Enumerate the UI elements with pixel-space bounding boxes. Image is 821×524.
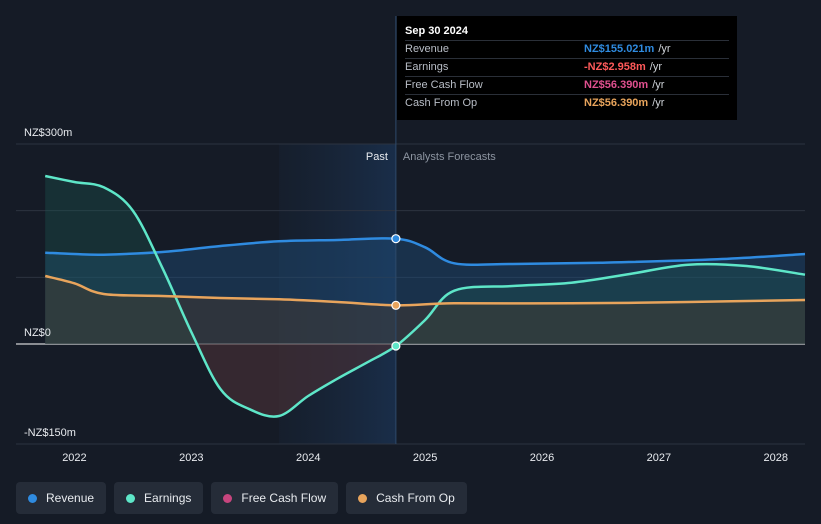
legend-item-cash-from-op[interactable]: Cash From Op (346, 482, 467, 514)
tooltip-value: NZ$155.021m (584, 43, 655, 55)
forecast-label: Analysts Forecasts (403, 151, 496, 163)
legend-label: Cash From Op (376, 491, 455, 505)
legend: Revenue Earnings Free Cash Flow Cash Fro… (16, 482, 467, 514)
revenue-marker (391, 234, 401, 244)
cash-from-op-marker (391, 300, 401, 310)
legend-label: Free Cash Flow (241, 491, 327, 505)
cash-from-op-line (44, 274, 806, 307)
earnings-marker (391, 341, 401, 351)
x-tick-label: 2025 (413, 452, 437, 464)
legend-label: Earnings (144, 491, 192, 505)
legend-label: Revenue (46, 491, 95, 505)
tooltip-row-free-cash-flow: Free Cash Flow NZ$56.390m /yr (405, 76, 729, 94)
x-tick-label: 2023 (179, 452, 203, 464)
tooltip-label: Free Cash Flow (405, 79, 483, 91)
tooltip-date: Sep 30 2024 (405, 25, 468, 37)
x-tick-label: 2027 (647, 452, 671, 464)
free-cash-flow-dot-icon (223, 493, 233, 503)
x-tick-label: 2028 (764, 452, 788, 464)
y-tick-label: NZ$300m (24, 127, 72, 139)
tooltip-label: Earnings (405, 61, 449, 73)
y-tick-label: NZ$0 (24, 327, 51, 339)
tooltip-unit: /yr (658, 43, 671, 55)
cash-from-op-area (45, 276, 805, 344)
past-label: Past (366, 151, 388, 163)
tooltip-row-cash-from-op: Cash From Op NZ$56.390m /yr (405, 94, 729, 112)
revenue-area (45, 238, 805, 344)
legend-item-revenue[interactable]: Revenue (16, 482, 107, 514)
tooltip-row-earnings: Earnings -NZ$2.958m /yr (405, 58, 729, 76)
tooltip-label: Cash From Op (405, 97, 478, 109)
x-tick-label: 2022 (62, 452, 86, 464)
earnings-negative-area (197, 343, 399, 417)
tooltip-unit: /yr (652, 79, 665, 91)
x-tick-label: 2024 (296, 452, 320, 464)
tooltip-value: NZ$56.390m (584, 79, 649, 91)
revenue-dot-icon (28, 493, 37, 503)
tooltip-label: Revenue (405, 43, 450, 55)
tooltip-value: -NZ$2.958m (584, 61, 646, 73)
earnings-area (45, 176, 805, 417)
y-tick-label: -NZ$150m (24, 427, 76, 439)
x-tick-label: 2026 (530, 452, 554, 464)
past-region-shade (279, 144, 396, 444)
tooltip-value: NZ$56.390m (584, 97, 649, 109)
earnings-dot-icon (126, 493, 136, 503)
legend-item-free-cash-flow[interactable]: Free Cash Flow (211, 482, 339, 514)
earnings-line (44, 174, 806, 418)
tooltip-row-revenue: Revenue NZ$155.021m /yr (405, 40, 729, 58)
cash-from-op-dot-icon (358, 493, 368, 503)
legend-item-earnings[interactable]: Earnings (114, 482, 204, 514)
tooltip: Sep 30 2024 Revenue NZ$155.021m /yr Earn… (397, 16, 737, 120)
tooltip-unit: /yr (652, 97, 665, 109)
tooltip-unit: /yr (649, 61, 662, 73)
